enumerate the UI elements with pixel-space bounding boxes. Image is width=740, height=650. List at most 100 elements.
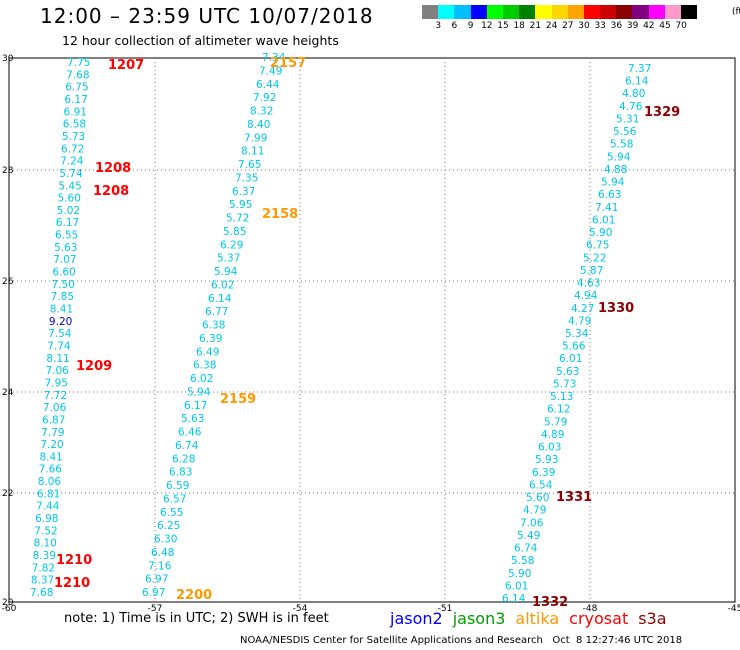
wave-height-value: 6.83 <box>169 467 192 479</box>
x-tick-label: -57 <box>148 604 163 614</box>
legend-swatch <box>600 5 617 19</box>
wave-height-value: 5.85 <box>223 226 246 238</box>
legend-swatch <box>422 5 439 19</box>
wave-height-value: 5.45 <box>58 180 81 192</box>
legend-label: 30 <box>578 21 590 31</box>
legend-label: 39 <box>626 21 639 31</box>
wave-height-value: 4.79 <box>568 315 591 327</box>
legend-label: 70 <box>675 21 687 31</box>
wave-height-value: 5.87 <box>580 265 603 277</box>
wave-height-value: 5.34 <box>565 328 589 340</box>
wave-height-value: 7.16 <box>148 560 172 572</box>
wave-height-value: 7.79 <box>41 427 64 439</box>
wave-height-value: 7.50 <box>52 279 75 291</box>
wave-height-value: 8.32 <box>250 106 273 118</box>
legend-swatches <box>422 5 698 19</box>
wave-height-value: 6.98 <box>35 513 58 525</box>
legend-swatch <box>664 5 681 19</box>
wave-height-value: 6.39 <box>199 333 222 345</box>
wave-height-value: 4.88 <box>604 164 627 176</box>
wave-height-value: 6.55 <box>160 507 183 519</box>
wave-height-value: 7.37 <box>628 63 651 75</box>
wave-height-value: 5.02 <box>57 205 80 217</box>
wave-height-value: 7.06 <box>43 402 67 414</box>
wave-height-value: 8.11 <box>241 146 264 158</box>
x-tick-label: -60 <box>2 604 17 614</box>
wave-height-value: 5.63 <box>556 366 579 378</box>
legend-label: 3 <box>435 21 442 31</box>
wave-height-value: 6.30 <box>154 534 177 546</box>
legend-label: 12 <box>481 21 493 31</box>
wave-height-value: 6.97 <box>142 587 165 599</box>
wave-height-value: 5.37 <box>217 253 240 265</box>
pass-time-label: 2158 <box>262 207 298 222</box>
wave-height-value: 4.79 <box>523 505 546 517</box>
wave-height-value: 6.58 <box>63 119 86 131</box>
wave-height-value: 6.14 <box>502 593 526 605</box>
legend-labels: 3 6 9 12 15 18 21 24 27 30 33 36 39 42 45 70 <box>422 19 697 33</box>
wave-height-value: 5.94 <box>214 266 238 278</box>
x-tick-label: -48 <box>583 604 598 614</box>
wave-height-value: 5.58 <box>610 139 633 151</box>
wave-height-value: 5.94 <box>187 386 211 398</box>
wave-height-value: 9.20 <box>49 316 72 328</box>
wave-height-value: 6.17 <box>184 400 207 412</box>
y-tick-label: 28 <box>2 166 14 176</box>
pass-time-label: 1210 <box>54 576 90 591</box>
wave-height-value: 6.74 <box>514 543 538 555</box>
legend-label: 45 <box>659 21 671 31</box>
wave-height-value: 6.39 <box>532 467 555 479</box>
wave-height-value: 5.79 <box>544 416 567 428</box>
wave-height-value: 5.31 <box>616 113 639 125</box>
wave-height-value: 6.59 <box>166 480 189 492</box>
y-tick-label: 24 <box>2 388 14 398</box>
legend-label: 24 <box>545 21 558 31</box>
wave-height-value: 5.94 <box>601 177 625 189</box>
legend-swatch <box>567 5 584 19</box>
legend-swatch <box>535 5 552 19</box>
wave-height-value: 5.73 <box>62 131 85 143</box>
wave-height-value: 4.94 <box>574 290 598 302</box>
wave-height-value: 6.17 <box>56 217 79 229</box>
wave-height-value: 5.72 <box>226 213 249 225</box>
wave-height-value: 8.39 <box>33 550 56 562</box>
wave-height-value: 8.41 <box>39 451 62 463</box>
legend-label: 21 <box>529 21 542 31</box>
legend-label: 18 <box>513 21 525 31</box>
legend-label: 36 <box>610 21 623 31</box>
wave-height-value: 7.68 <box>66 69 89 81</box>
wave-height-value: 6.48 <box>151 547 174 559</box>
wave-height-value: 6.81 <box>37 488 60 500</box>
legend-swatch <box>551 5 568 19</box>
wave-height-value: 7.35 <box>235 172 258 184</box>
legend-swatch <box>648 5 665 19</box>
wave-height-value: 7.99 <box>244 132 267 144</box>
wave-height-value: 6.91 <box>64 106 87 118</box>
wave-height-value: 4.89 <box>541 429 564 441</box>
wave-height-value: 7.66 <box>39 464 63 476</box>
wave-height-value: 8.41 <box>50 304 73 316</box>
wave-height-value: 6.25 <box>157 520 180 532</box>
wave-height-value: 7.72 <box>44 390 67 402</box>
legend-label: 33 <box>594 21 606 31</box>
wave-height-value: 6.38 <box>193 360 216 372</box>
wave-height-value: 8.11 <box>46 353 69 365</box>
wave-height-value: 7.06 <box>45 365 69 377</box>
legend-label: 6 <box>451 21 458 31</box>
wave-height-value: 7.65 <box>238 159 261 171</box>
wave-height-value: 7.06 <box>520 517 544 529</box>
wave-height-value: 4.63 <box>577 278 600 290</box>
legend-swatch <box>486 5 503 19</box>
wave-height-value: 6.01 <box>592 214 615 226</box>
wave-height-value: 6.14 <box>208 293 232 305</box>
wave-height-value: 7.34 <box>262 52 286 64</box>
satellite-legend: jason2 jason3 altika cryosat s3a <box>390 609 667 628</box>
wave-height-value: 6.87 <box>42 414 65 426</box>
footer-note: note: 1) Time is in UTC; 2) SWH is in fe… <box>64 611 329 626</box>
wave-height-value: 6.57 <box>163 493 186 505</box>
wave-height-value: 6.37 <box>232 186 255 198</box>
legend-swatch <box>616 5 633 19</box>
pass-time-label: 1329 <box>644 105 680 120</box>
legend-swatch <box>632 5 649 19</box>
